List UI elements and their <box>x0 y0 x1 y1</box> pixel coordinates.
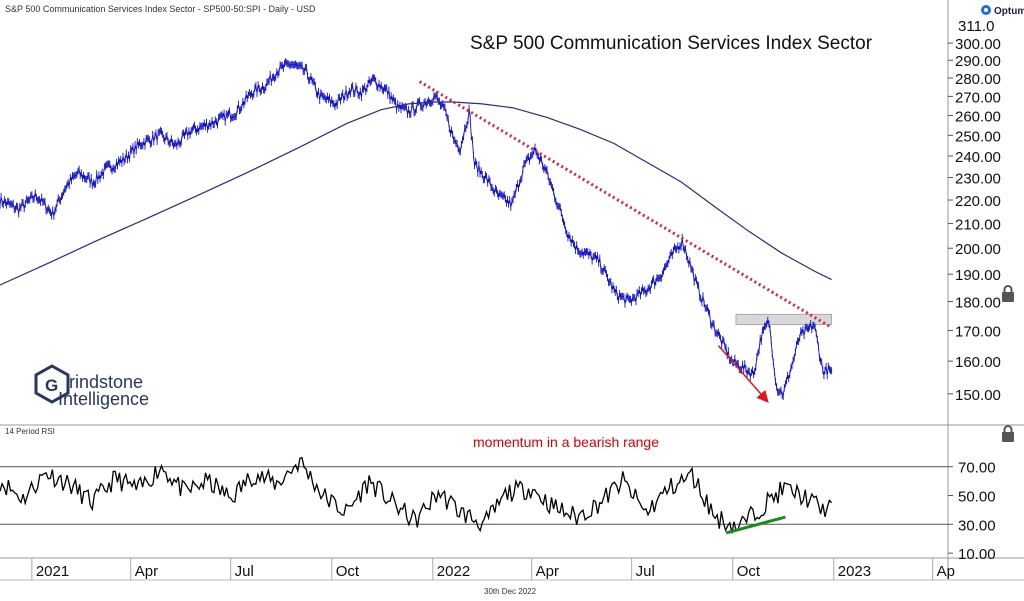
price-axis-label: 240.00 <box>955 149 1001 166</box>
rsi-axis-label: 70.00 <box>958 460 996 477</box>
price-axis-label: 300.00 <box>955 36 1001 53</box>
price-axis-label: 210.00 <box>955 217 1001 234</box>
optuma-brand-label: Optuma <box>994 6 1024 17</box>
resistance-box <box>735 313 833 326</box>
logo-line1: rindstone <box>69 372 143 392</box>
price-axis-label: 170.00 <box>955 323 1001 340</box>
time-axis-label: Ap <box>937 563 955 580</box>
rsi-axis-label: 30.00 <box>958 517 996 534</box>
top-value-label: 311.0 <box>958 18 994 35</box>
rsi-axis-label: 50.00 <box>958 489 996 506</box>
current-date-label: 30th Dec 2022 <box>484 587 537 596</box>
price-axis-label: 230.00 <box>955 171 1001 188</box>
price-axis-label: 290.00 <box>955 53 1001 70</box>
time-axis: 2021 Apr Jul Oct 2022 Apr Jul Oct 2023 Ap <box>31 558 955 580</box>
chart-title: S&P 500 Communication Services Index Sec… <box>470 33 873 54</box>
time-axis-label: Oct <box>336 563 360 580</box>
time-axis-label: Jul <box>235 563 254 580</box>
optuma-brand: Optuma <box>981 5 1024 17</box>
time-axis-label: Jul <box>636 563 655 580</box>
price-axis-label: 220.00 <box>955 193 1001 210</box>
rsi-divergence-line <box>725 515 786 535</box>
downtrend-line <box>418 80 833 329</box>
rsi-axis-label: 10.00 <box>958 546 996 563</box>
price-axis-label: 180.00 <box>955 295 1001 312</box>
grindstone-logo: G rindstone Intelligence <box>34 364 149 409</box>
time-axis-label: 2023 <box>838 563 871 580</box>
rsi-annotation: momentum in a bearish range <box>473 434 659 450</box>
grindstone-mark-icon: G <box>34 364 70 404</box>
time-axis-label: Apr <box>536 563 559 580</box>
price-series-line <box>0 58 833 400</box>
price-axis-label: 190.00 <box>955 267 1001 284</box>
price-axis-label: 280.00 <box>955 71 1001 88</box>
price-axis-label: 270.00 <box>955 89 1001 106</box>
time-axis-label: 2022 <box>437 563 470 580</box>
rsi-pane: 10.00 30.00 50.00 70.00 <box>0 456 996 563</box>
source-line: S&P 500 Communication Services Index Sec… <box>5 4 316 14</box>
moving-average-line <box>0 101 832 286</box>
time-axis-label: 2021 <box>36 563 69 580</box>
price-axis-label: 200.00 <box>955 241 1001 258</box>
price-axis-label: 160.00 <box>955 354 1001 371</box>
logo-line2: Intelligence <box>58 389 149 409</box>
time-axis-label: Apr <box>135 563 158 580</box>
rsi-line <box>0 456 833 534</box>
lock-icon[interactable] <box>1002 425 1014 442</box>
price-pane: 150.00 160.00 170.00 180.00 190.00 200.00 210.… <box>0 18 1001 404</box>
downward-arrow <box>717 345 769 403</box>
price-axis-label: 260.00 <box>955 108 1001 125</box>
rsi-pane-title: 14 Period RSI <box>5 427 55 436</box>
svg-text:G: G <box>45 376 58 395</box>
price-axis-label: 250.00 <box>955 128 1001 145</box>
lock-icon[interactable] <box>1002 285 1014 302</box>
price-axis-label: 150.00 <box>955 387 1001 404</box>
time-axis-label: Oct <box>737 563 761 580</box>
